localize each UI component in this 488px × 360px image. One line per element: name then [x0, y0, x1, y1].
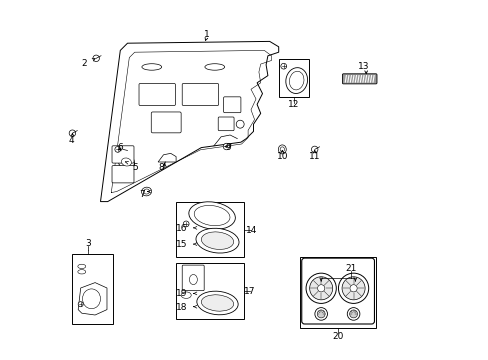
Polygon shape — [78, 283, 107, 315]
Text: 18: 18 — [175, 303, 187, 312]
Circle shape — [183, 221, 189, 227]
Text: 15: 15 — [175, 240, 187, 249]
Polygon shape — [158, 153, 176, 162]
Text: 11: 11 — [308, 152, 320, 161]
Text: 5: 5 — [132, 163, 137, 172]
FancyBboxPatch shape — [223, 97, 241, 113]
Text: 17: 17 — [244, 287, 255, 296]
Text: 8: 8 — [158, 163, 163, 172]
Text: 21: 21 — [345, 264, 356, 273]
Text: 9: 9 — [225, 143, 231, 152]
Circle shape — [93, 55, 99, 62]
Circle shape — [305, 273, 336, 303]
FancyBboxPatch shape — [182, 265, 204, 291]
Bar — [278, 59, 309, 97]
Circle shape — [69, 130, 76, 136]
Circle shape — [78, 302, 83, 307]
Text: 14: 14 — [245, 226, 257, 235]
FancyBboxPatch shape — [112, 166, 134, 183]
Ellipse shape — [289, 71, 304, 90]
Ellipse shape — [285, 68, 307, 94]
FancyBboxPatch shape — [139, 84, 175, 105]
Bar — [176, 263, 244, 319]
Ellipse shape — [118, 155, 134, 169]
Ellipse shape — [189, 274, 197, 284]
Ellipse shape — [196, 228, 239, 253]
Ellipse shape — [82, 289, 101, 309]
Ellipse shape — [349, 310, 357, 318]
Ellipse shape — [121, 158, 131, 166]
FancyBboxPatch shape — [342, 74, 376, 84]
Ellipse shape — [280, 147, 284, 152]
Circle shape — [317, 285, 324, 292]
Ellipse shape — [317, 310, 325, 318]
Circle shape — [115, 147, 121, 152]
FancyBboxPatch shape — [112, 146, 134, 163]
Circle shape — [280, 63, 286, 69]
Text: 12: 12 — [287, 100, 299, 109]
Circle shape — [349, 285, 356, 292]
Ellipse shape — [201, 295, 233, 311]
Ellipse shape — [78, 264, 85, 269]
Text: 1: 1 — [203, 30, 209, 39]
Ellipse shape — [181, 292, 191, 298]
Ellipse shape — [314, 307, 327, 320]
Text: 4: 4 — [68, 136, 74, 145]
Text: 2: 2 — [81, 59, 87, 68]
Text: 20: 20 — [332, 332, 343, 341]
Circle shape — [223, 143, 229, 150]
Bar — [176, 202, 244, 257]
Circle shape — [236, 120, 244, 128]
Ellipse shape — [188, 202, 235, 229]
Polygon shape — [101, 41, 278, 202]
Ellipse shape — [78, 270, 85, 274]
Text: 6: 6 — [117, 143, 123, 152]
Ellipse shape — [143, 189, 149, 194]
Text: 7: 7 — [139, 190, 144, 199]
Ellipse shape — [278, 145, 285, 154]
FancyBboxPatch shape — [182, 84, 218, 105]
Circle shape — [342, 277, 365, 300]
FancyBboxPatch shape — [301, 258, 374, 324]
Text: 16: 16 — [175, 224, 187, 233]
Circle shape — [311, 146, 317, 153]
Ellipse shape — [197, 291, 238, 315]
Ellipse shape — [346, 307, 359, 320]
Bar — [72, 254, 113, 324]
FancyBboxPatch shape — [218, 117, 234, 131]
Text: 10: 10 — [276, 152, 287, 161]
Ellipse shape — [142, 64, 162, 70]
Ellipse shape — [194, 206, 229, 226]
FancyBboxPatch shape — [151, 112, 181, 133]
Bar — [300, 257, 375, 328]
Circle shape — [309, 277, 332, 300]
Text: 3: 3 — [85, 239, 91, 248]
Text: 19: 19 — [175, 289, 187, 298]
Text: 13: 13 — [357, 62, 368, 71]
Ellipse shape — [204, 64, 224, 70]
Circle shape — [338, 273, 368, 303]
Ellipse shape — [201, 232, 233, 249]
Ellipse shape — [141, 187, 151, 196]
